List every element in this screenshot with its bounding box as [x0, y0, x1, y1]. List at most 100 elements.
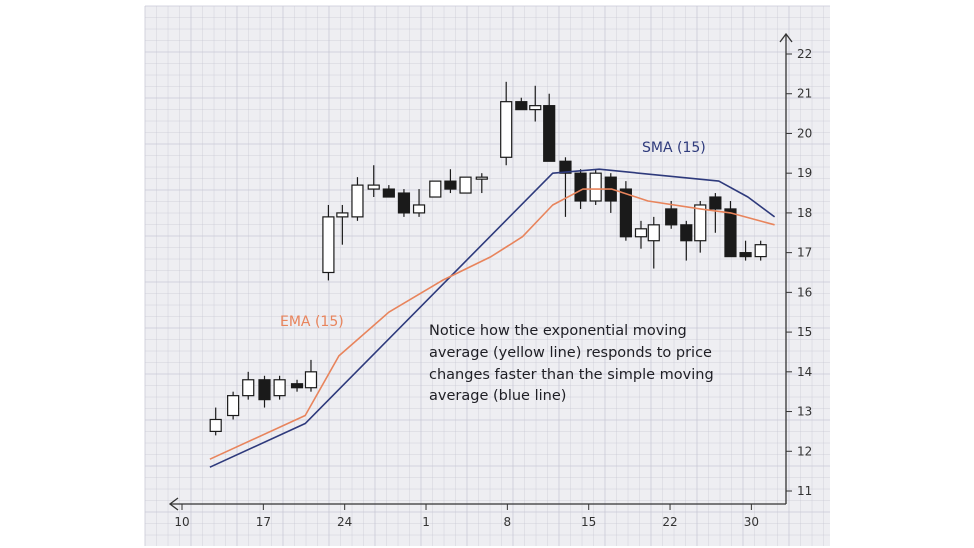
candle — [500, 81, 513, 166]
candle-body-up — [367, 184, 380, 190]
candle-body-up — [412, 204, 426, 214]
candle — [351, 177, 364, 221]
candle — [412, 189, 426, 217]
moving-average-lines — [209, 168, 776, 468]
candle — [724, 200, 737, 258]
y-tick-label: 18 — [797, 206, 812, 220]
candle-body-down — [559, 160, 572, 174]
y-tick-label: 11 — [797, 484, 812, 498]
candle-body-up — [304, 371, 318, 389]
y-tick-label: 17 — [797, 246, 812, 260]
candle-body-down — [709, 196, 722, 210]
candle-body-up — [529, 105, 542, 111]
y-tick-label: 21 — [797, 87, 812, 101]
candle-body-down — [543, 105, 556, 162]
candle-body-up — [273, 379, 286, 397]
candle-body-up — [500, 101, 513, 158]
candle — [709, 193, 722, 233]
candle — [559, 157, 572, 217]
y-axis-arrow — [779, 32, 793, 43]
annotation-line-1: Notice how the exponential moving — [429, 323, 687, 339]
y-tick-label: 16 — [797, 285, 812, 299]
candle — [634, 220, 648, 249]
candle — [336, 204, 349, 245]
chart-grid — [144, 5, 830, 546]
candle-body-up — [694, 204, 707, 242]
ema-series-label: EMA (15) — [280, 314, 344, 330]
candle-body-down — [665, 208, 678, 226]
candle-body-up — [634, 228, 648, 238]
candle-body-down — [444, 180, 457, 190]
candle — [397, 189, 411, 217]
candle — [242, 371, 255, 400]
annotation-line-4: average (blue line) — [429, 388, 566, 404]
candle-body-up — [322, 216, 335, 274]
candle-body-down — [515, 101, 528, 111]
x-axis-ticks: 10 17 24 1 8 15 22 30 — [174, 504, 759, 529]
candle — [515, 97, 528, 111]
candle-body-up — [227, 395, 240, 417]
x-tick-label: 15 — [581, 515, 596, 529]
y-tick-label: 20 — [797, 126, 812, 140]
candle-body-up — [589, 172, 602, 202]
candle-body-up — [351, 184, 364, 218]
candle-body-down — [290, 383, 304, 389]
annotation-note: Notice how the exponential moving averag… — [429, 323, 714, 404]
candle-body-up — [647, 224, 660, 242]
candle — [209, 407, 222, 436]
candle — [739, 240, 752, 261]
candle — [619, 181, 632, 241]
candle-body-down — [739, 252, 752, 258]
x-tick-label: 1 — [422, 515, 430, 529]
candle-body-up — [754, 244, 767, 258]
candle-body-up — [475, 176, 488, 180]
x-tick-label: 8 — [504, 515, 512, 529]
candle-body-down — [680, 224, 693, 242]
candle — [665, 200, 678, 229]
ema-line — [209, 188, 775, 460]
y-tick-label: 22 — [797, 47, 812, 61]
annotation-line-2: average (yellow line) responds to price — [429, 345, 712, 361]
x-tick-label: 10 — [174, 515, 189, 529]
candle-body-up — [209, 418, 222, 433]
candle-body-up — [336, 212, 349, 218]
candle-body-up — [429, 180, 442, 198]
chart-background — [145, 6, 830, 546]
x-axis-arrow — [168, 497, 179, 511]
x-tick-label: 22 — [662, 515, 677, 529]
y-tick-label: 19 — [797, 166, 812, 180]
candle — [543, 93, 556, 162]
candle — [680, 220, 693, 261]
y-tick-label: 15 — [797, 325, 812, 339]
annotation-line-3: changes faster than the simple moving — [429, 367, 714, 383]
chart-axes — [168, 32, 793, 511]
candle — [475, 173, 488, 194]
candle — [227, 391, 240, 420]
x-tick-label: 24 — [337, 515, 352, 529]
candle — [258, 375, 271, 408]
candle — [529, 85, 542, 122]
y-tick-label: 13 — [797, 405, 812, 419]
y-tick-label: 14 — [797, 365, 812, 379]
candle — [754, 240, 767, 261]
candle — [459, 176, 472, 194]
x-tick-label: 30 — [744, 515, 759, 529]
candle-body-down — [397, 192, 411, 214]
candle — [589, 169, 602, 205]
candle — [444, 169, 457, 194]
candle-body-down — [724, 208, 737, 258]
candle-body-down — [382, 188, 395, 198]
candle — [290, 379, 304, 392]
candle-body-up — [459, 176, 472, 194]
candle-body-up — [242, 379, 255, 397]
candle — [382, 185, 395, 198]
candle-body-down — [619, 188, 632, 238]
y-axis-ticks: 11 12 13 14 15 16 17 18 19 20 21 22 — [786, 47, 812, 498]
y-tick-label: 12 — [797, 444, 812, 458]
candle — [304, 359, 318, 392]
x-tick-label: 17 — [256, 515, 271, 529]
candle — [367, 165, 380, 198]
candle — [429, 180, 442, 198]
sma-line — [209, 168, 776, 468]
